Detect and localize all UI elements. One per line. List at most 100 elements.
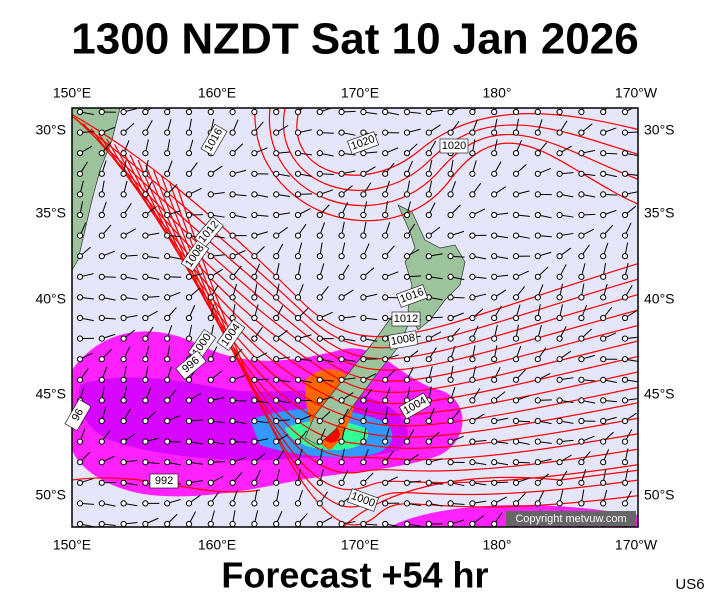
- map-code: US6: [675, 576, 704, 593]
- barb-station: [252, 398, 257, 403]
- barb-station: [383, 274, 388, 279]
- barb-station: [339, 480, 344, 485]
- barb-station: [77, 501, 82, 506]
- barb-station: [601, 501, 606, 506]
- barb-station: [513, 151, 518, 156]
- barb-station: [77, 254, 82, 259]
- barb-station: [470, 254, 475, 259]
- barb-station: [99, 377, 104, 382]
- barb-station: [470, 130, 475, 135]
- lat-label: 40°S: [644, 291, 675, 307]
- barb-station: [426, 480, 431, 485]
- barb-station: [208, 315, 213, 320]
- barb-station: [492, 521, 497, 526]
- barb-station: [492, 357, 497, 362]
- barb-station: [601, 480, 606, 485]
- barb-station: [317, 357, 322, 362]
- barb-station: [274, 315, 279, 320]
- barb-station: [513, 480, 518, 485]
- barb-station: [121, 254, 126, 259]
- barb-station: [252, 274, 257, 279]
- barb-station: [186, 336, 191, 341]
- barb-station: [601, 315, 606, 320]
- barb-station: [383, 418, 388, 423]
- barb-station: [339, 274, 344, 279]
- barb-station: [208, 295, 213, 300]
- barb-station: [186, 439, 191, 444]
- barb-station: [295, 501, 300, 506]
- barb-station: [470, 501, 475, 506]
- barb-station: [492, 336, 497, 341]
- title: 1300 NZDT Sat 10 Jan 2026: [71, 15, 638, 64]
- barb-station: [579, 130, 584, 135]
- barb-station: [77, 521, 82, 526]
- barb-station: [404, 480, 409, 485]
- barb-station: [143, 460, 148, 465]
- barb-station: [121, 295, 126, 300]
- barb-station: [513, 439, 518, 444]
- barb-station: [165, 460, 170, 465]
- barb-station: [295, 357, 300, 362]
- barb-station: [361, 109, 366, 114]
- barb-station: [448, 521, 453, 526]
- barb-station: [230, 357, 235, 362]
- barb-station: [383, 171, 388, 176]
- barb-station: [557, 274, 562, 279]
- barb-station: [295, 377, 300, 382]
- barb-station: [295, 274, 300, 279]
- barb-station: [252, 151, 257, 156]
- barb-station: [492, 171, 497, 176]
- barb-station: [230, 460, 235, 465]
- barb-station: [535, 439, 540, 444]
- barb-station: [99, 130, 104, 135]
- barb-station: [252, 254, 257, 259]
- barb-station: [383, 192, 388, 197]
- barb-station: [165, 501, 170, 506]
- barb-station: [186, 460, 191, 465]
- barb-station: [601, 109, 606, 114]
- barb-station: [230, 398, 235, 403]
- barb-station: [295, 439, 300, 444]
- barb-station: [404, 151, 409, 156]
- lon-label: 160°E: [198, 537, 236, 553]
- barb-station: [383, 130, 388, 135]
- barb-station: [121, 212, 126, 217]
- barb-station: [274, 501, 279, 506]
- barb-station: [622, 233, 627, 238]
- barb-station: [143, 480, 148, 485]
- barb-station: [426, 212, 431, 217]
- barb-station: [99, 254, 104, 259]
- barb-station: [492, 130, 497, 135]
- barb-station: [448, 295, 453, 300]
- barb-station: [601, 460, 606, 465]
- barb-station: [99, 460, 104, 465]
- barb-station: [295, 130, 300, 135]
- barb-station: [295, 254, 300, 259]
- barb-station: [99, 315, 104, 320]
- barb-station: [77, 480, 82, 485]
- barb-station: [622, 418, 627, 423]
- barb-station: [274, 274, 279, 279]
- barb-station: [535, 480, 540, 485]
- barb-station: [252, 315, 257, 320]
- barb-station: [513, 460, 518, 465]
- barb-station: [470, 109, 475, 114]
- barb-station: [186, 480, 191, 485]
- barb-station: [579, 460, 584, 465]
- barb-station: [165, 295, 170, 300]
- barb-station: [295, 233, 300, 238]
- lat-label: 30°S: [35, 122, 66, 138]
- barb-station: [77, 233, 82, 238]
- barb-station: [383, 357, 388, 362]
- barb-station: [165, 521, 170, 526]
- barb-station: [186, 212, 191, 217]
- barb-station: [470, 357, 475, 362]
- barb-station: [492, 315, 497, 320]
- barb-station: [230, 212, 235, 217]
- barb-station: [622, 439, 627, 444]
- barb-station: [383, 212, 388, 217]
- barb-station: [404, 192, 409, 197]
- barb-station: [230, 192, 235, 197]
- barb-station: [99, 521, 104, 526]
- barb-station: [208, 192, 213, 197]
